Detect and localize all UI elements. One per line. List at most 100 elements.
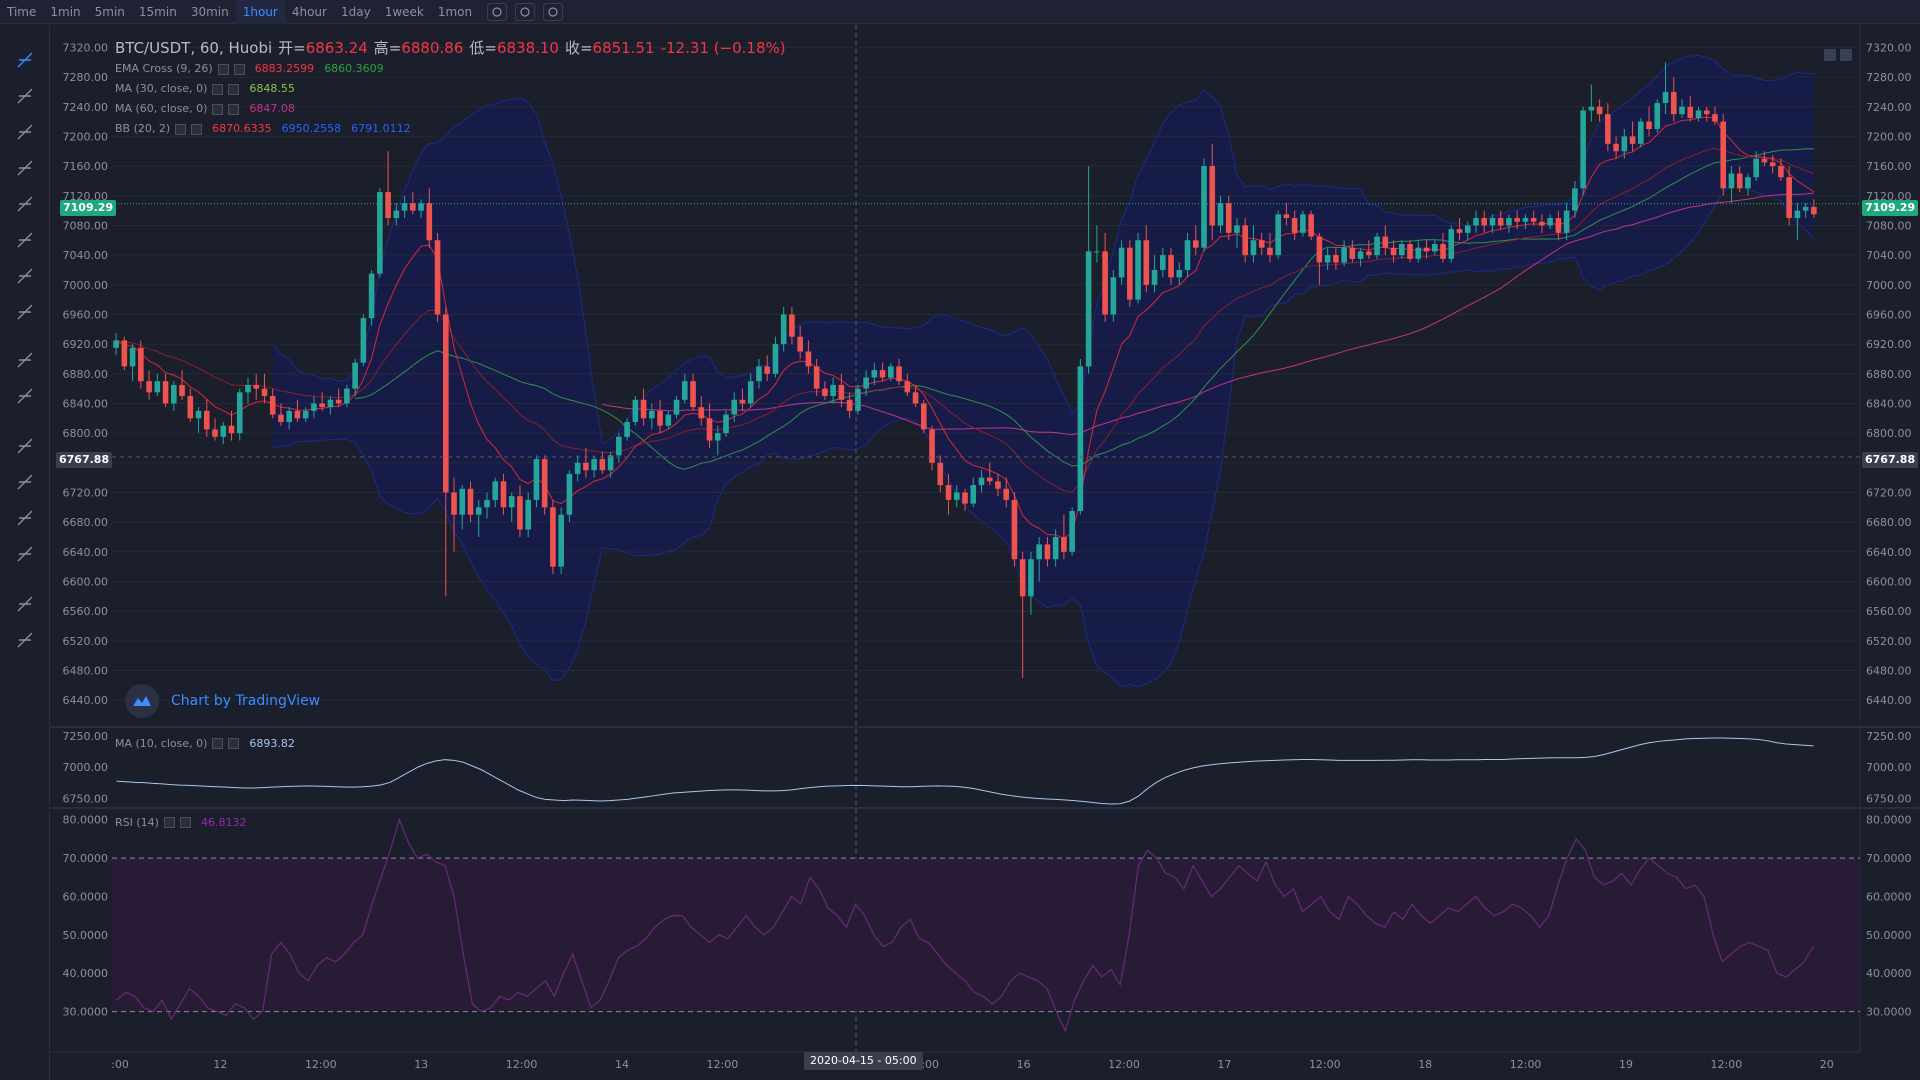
rsi-value: 46.8132 [200, 816, 247, 829]
crosshair-icon[interactable] [12, 47, 38, 73]
rsi-tick-label-right: 50.0000 [1866, 929, 1912, 942]
candle-body [517, 496, 523, 530]
close-icon[interactable] [228, 103, 240, 115]
close-icon[interactable] [228, 738, 240, 749]
timeframe-6[interactable]: 4hour [291, 4, 327, 19]
trend-line-icon[interactable] [12, 83, 38, 109]
settings-icon[interactable] [212, 103, 224, 115]
close-icon[interactable] [179, 817, 191, 828]
candle-body [1118, 247, 1125, 278]
candle-body [335, 399, 342, 404]
candle-body [1390, 247, 1397, 256]
timeframe-8[interactable]: 1week [384, 4, 424, 19]
close-icon[interactable] [228, 83, 240, 95]
measure-icon[interactable] [12, 263, 38, 289]
tradingview-watermark[interactable]: Chart by TradingView [125, 684, 320, 718]
pitchfork-icon[interactable] [12, 119, 38, 145]
low-value: 6838.10 [496, 39, 559, 57]
price-tick-label-left: 7160.00 [63, 160, 109, 173]
candle-body [1572, 188, 1578, 211]
ma10-tick-label-left: 7000.00 [63, 761, 109, 774]
indicator-legend-row: MA (30, close, 0) 6848.55 [115, 79, 792, 99]
candle-body [607, 455, 614, 471]
arrow-down-icon[interactable] [12, 299, 38, 325]
indicator-name[interactable]: MA (30, close, 0) [115, 82, 208, 95]
candle-body [714, 433, 721, 441]
settings-icon[interactable] [212, 83, 224, 95]
text-icon[interactable] [12, 191, 38, 217]
settings-icon[interactable] [515, 2, 536, 21]
last-price-tag-left: 7109.29 [60, 200, 117, 216]
indicator-name[interactable]: MA (60, close, 0) [115, 102, 208, 115]
candle-body [1085, 251, 1092, 367]
candle-body [171, 384, 177, 404]
candle-body [1679, 106, 1685, 115]
candle-body [838, 384, 845, 400]
candle-body [294, 410, 301, 419]
brush-icon[interactable] [12, 155, 38, 181]
candle-body [1234, 225, 1240, 233]
candle-body [1786, 177, 1792, 219]
timeframe-4[interactable]: 30min [190, 4, 229, 19]
change-value: -12.31 (−0.18%) [660, 39, 786, 57]
close-icon[interactable] [191, 123, 203, 135]
settings-icon[interactable] [163, 817, 175, 828]
candle-body [1357, 251, 1364, 259]
magnet-icon[interactable] [12, 433, 38, 459]
pane-menu-icon[interactable] [1840, 49, 1852, 61]
ma10-label[interactable]: MA (10, close, 0) [115, 737, 208, 750]
settings-icon[interactable] [212, 738, 224, 749]
zoom-icon[interactable] [12, 383, 38, 409]
settings-icon[interactable] [175, 123, 187, 135]
candle-body [1316, 236, 1323, 263]
rsi-label[interactable]: RSI (14) [115, 816, 159, 829]
main-legend: BTC/USDT, 60, Huobi 开= 6863.24 高= 6880.86 … [115, 37, 792, 139]
candle-body [953, 492, 960, 500]
ma10-value: 6893.82 [249, 737, 295, 750]
timeframe-7[interactable]: 1day [340, 4, 371, 19]
layers-icon[interactable] [12, 591, 38, 617]
ruler-icon[interactable] [12, 347, 38, 373]
timeframe-1[interactable]: 1min [50, 4, 81, 19]
trash-icon[interactable] [12, 627, 38, 653]
candle-body [1431, 243, 1438, 252]
time-tick-label: 12:00 [506, 1058, 538, 1071]
timeframe-0[interactable]: Time [7, 4, 37, 19]
candle-body [475, 507, 482, 515]
candle-body [1398, 243, 1405, 256]
price-tick-label-right: 6480.00 [1866, 664, 1912, 677]
draw-lock-icon[interactable] [12, 469, 38, 495]
candle-body [995, 481, 1001, 489]
candle-body [1143, 240, 1150, 285]
timeframe-3[interactable]: 15min [138, 4, 177, 19]
timeframe-9[interactable]: 1mon [437, 4, 473, 19]
maximize-icon[interactable] [1824, 49, 1836, 61]
candle-body [1003, 488, 1010, 500]
rsi-tick-label-right: 30.0000 [1866, 1006, 1912, 1019]
eye-icon[interactable] [12, 541, 38, 567]
candle-body [846, 399, 853, 411]
pattern-icon[interactable] [12, 227, 38, 253]
candle-body [1217, 203, 1224, 226]
settings-icon[interactable] [217, 63, 229, 75]
pane-controls [1824, 49, 1852, 61]
candle-body [1044, 544, 1051, 560]
indicator-name[interactable]: EMA Cross (9, 26) [115, 62, 213, 75]
close-icon[interactable] [233, 63, 245, 75]
timeframe-5[interactable]: 1hour [235, 0, 285, 24]
indicator-value: 6860.3609 [324, 62, 384, 75]
candle-body [1596, 106, 1603, 115]
price-tick-label-right: 6800.00 [1866, 427, 1912, 440]
symbol-label[interactable]: BTC/USDT, 60, Huobi [115, 39, 273, 57]
candle-body [253, 384, 260, 389]
timeframe-2[interactable]: 5min [94, 4, 125, 19]
screenshot-icon[interactable] [543, 2, 564, 21]
lock-icon[interactable] [12, 505, 38, 531]
candle-body [261, 388, 268, 397]
price-tick-label-right: 6520.00 [1866, 635, 1912, 648]
price-tick-label-left: 6560.00 [63, 605, 109, 618]
chart-type-icon[interactable] [487, 2, 508, 21]
indicator-name[interactable]: BB (20, 2) [115, 122, 171, 135]
candle-body [1267, 247, 1273, 256]
